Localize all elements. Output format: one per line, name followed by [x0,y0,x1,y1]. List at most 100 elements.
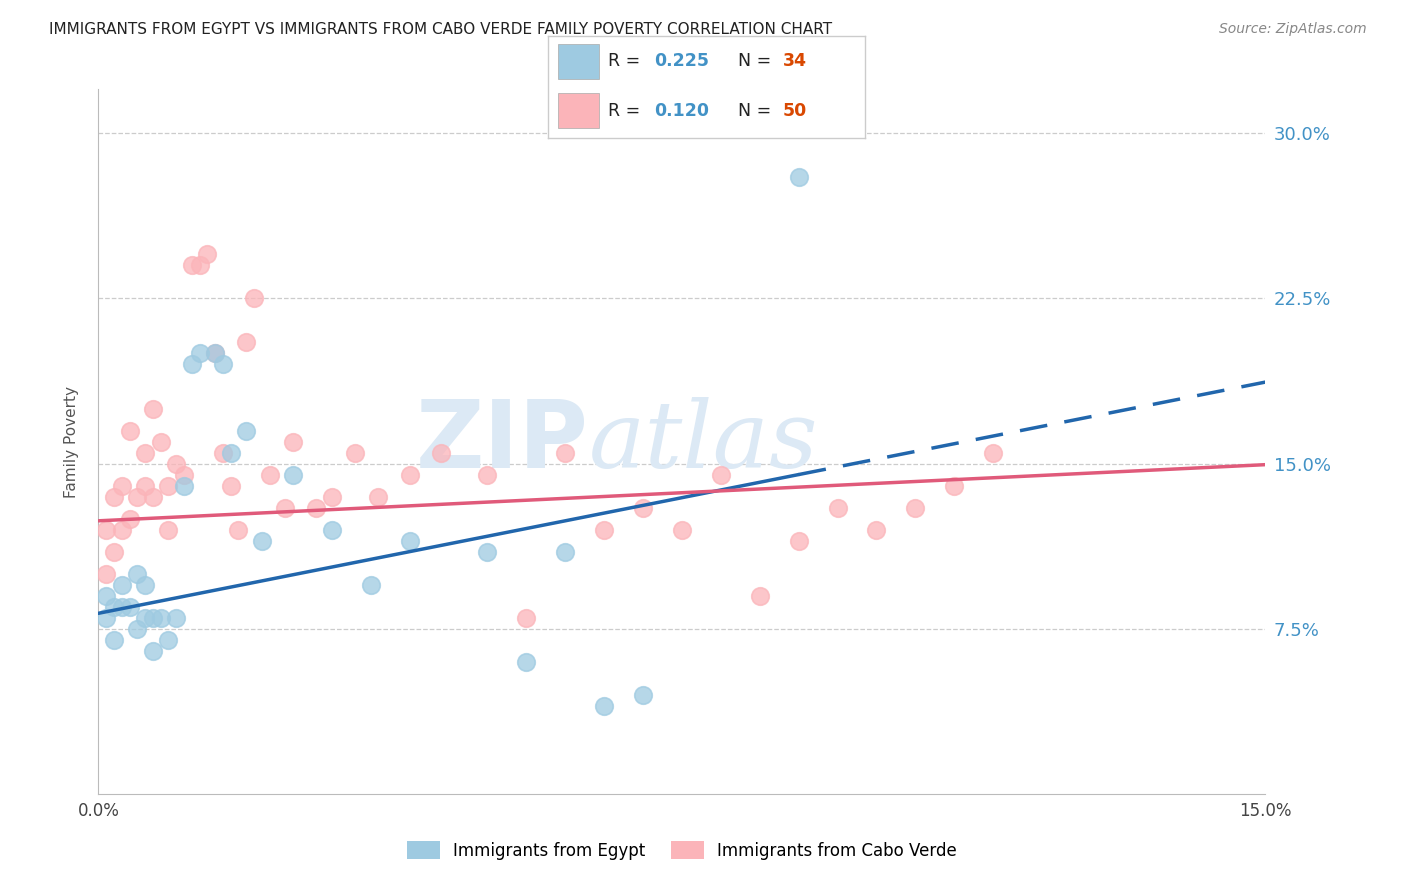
Point [228,523,250,537]
Text: R =: R = [609,53,647,70]
Point [367,490,389,504]
Point [134,445,156,459]
Point [165,457,187,471]
Text: N =: N = [738,102,778,120]
Legend: Immigrants from Egypt, Immigrants from Cabo Verde: Immigrants from Egypt, Immigrants from C… [401,835,963,867]
Y-axis label: Family Poverty: Family Poverty [65,385,79,498]
Point [259,467,281,482]
Point [219,478,242,492]
Point [865,523,887,537]
Point [204,346,226,360]
Point [250,533,273,548]
Point [127,622,149,636]
Point [748,589,770,603]
Point [671,523,693,537]
Point [398,533,420,548]
Point [149,610,172,624]
Text: Source: ZipAtlas.com: Source: ZipAtlas.com [1219,22,1367,37]
Text: 0.225: 0.225 [654,53,709,70]
Point [103,599,125,614]
Point [127,566,149,581]
Point [127,490,149,504]
Point [554,544,576,558]
Point [118,511,141,525]
Point [235,424,257,438]
Point [103,632,125,647]
Point [157,632,180,647]
Point [515,610,537,624]
Point [180,358,202,372]
Point [477,467,499,482]
Point [111,523,134,537]
Point [188,346,211,360]
Point [173,467,195,482]
Point [219,445,242,459]
Point [515,655,537,669]
Point [710,467,733,482]
Point [157,523,180,537]
Text: 50: 50 [782,102,807,120]
Point [321,490,343,504]
Point [165,610,187,624]
Point [305,500,328,515]
Point [281,434,304,449]
Text: ZIP: ZIP [416,395,589,488]
Point [134,577,156,591]
Text: 0.120: 0.120 [654,102,709,120]
Point [281,467,304,482]
Point [321,523,343,537]
Point [111,577,134,591]
Point [195,247,218,261]
Point [96,566,118,581]
Point [134,478,156,492]
Point [111,478,134,492]
Point [787,170,810,185]
Point [142,610,165,624]
Point [554,445,576,459]
Point [142,644,165,658]
Point [212,445,235,459]
Point [142,490,165,504]
Point [118,599,141,614]
Point [593,523,616,537]
Bar [558,44,599,78]
Text: N =: N = [738,53,778,70]
Point [103,544,125,558]
Point [631,688,654,702]
Point [593,698,616,713]
Point [149,434,172,449]
Point [96,610,118,624]
Point [344,445,367,459]
Point [96,589,118,603]
Point [235,335,257,350]
Point [180,259,202,273]
Point [188,259,211,273]
Point [429,445,451,459]
Point [157,478,180,492]
Point [96,523,118,537]
Point [904,500,927,515]
Point [142,401,165,416]
Text: atlas: atlas [589,397,818,486]
Text: R =: R = [609,102,647,120]
Point [103,490,125,504]
Point [827,500,849,515]
Point [118,424,141,438]
Point [274,500,297,515]
Bar [558,93,599,128]
Point [477,544,499,558]
Point [398,467,420,482]
Point [173,478,195,492]
Point [243,292,266,306]
Point [631,500,654,515]
Text: 34: 34 [782,53,807,70]
Point [943,478,966,492]
Point [360,577,382,591]
Point [787,533,810,548]
Point [204,346,226,360]
Point [212,358,235,372]
Point [134,610,156,624]
Text: IMMIGRANTS FROM EGYPT VS IMMIGRANTS FROM CABO VERDE FAMILY POVERTY CORRELATION C: IMMIGRANTS FROM EGYPT VS IMMIGRANTS FROM… [49,22,832,37]
Point [111,599,134,614]
Point [981,445,1004,459]
